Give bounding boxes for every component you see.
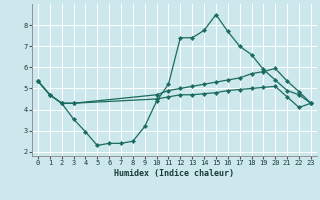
X-axis label: Humidex (Indice chaleur): Humidex (Indice chaleur) [115, 169, 234, 178]
